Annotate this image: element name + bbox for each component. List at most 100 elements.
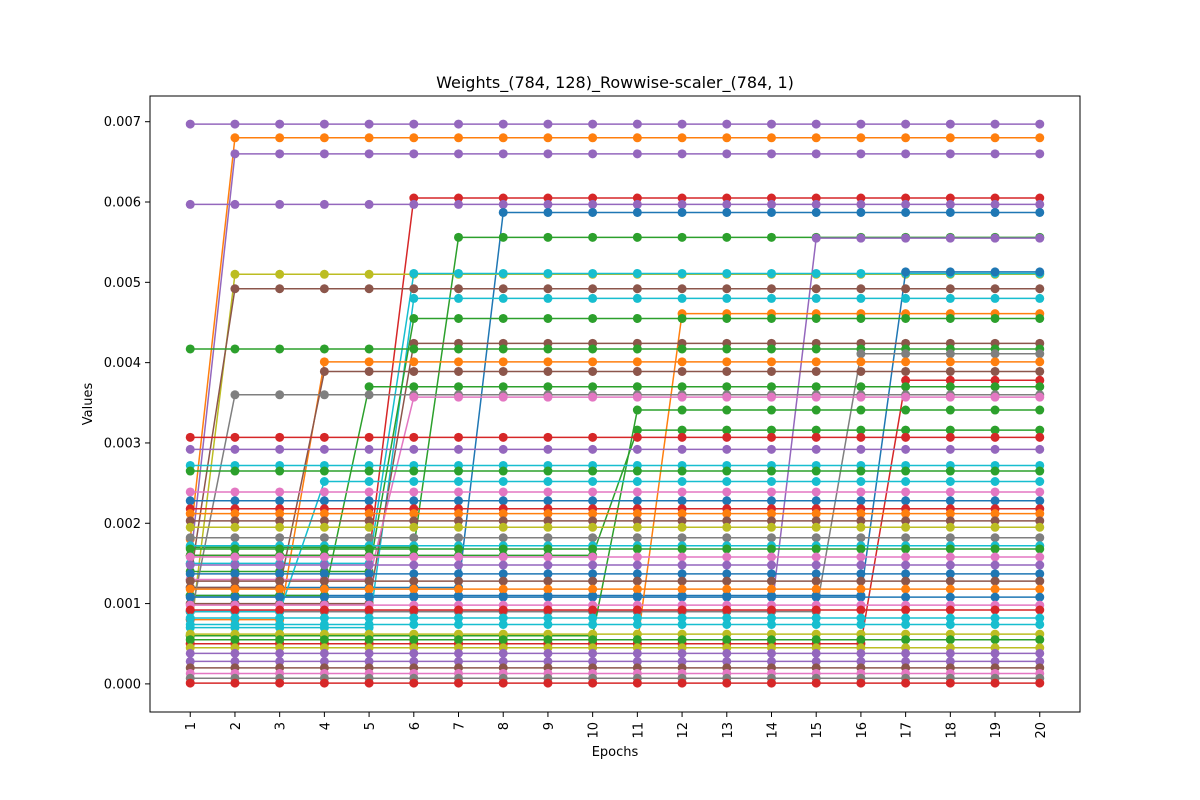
data-point — [543, 392, 553, 402]
data-point — [766, 207, 776, 217]
data-point — [945, 605, 955, 615]
data-point — [498, 533, 508, 543]
data-point — [543, 619, 553, 629]
data-point — [722, 444, 732, 454]
data-point — [588, 656, 598, 666]
data-point — [364, 592, 374, 602]
data-point — [230, 444, 240, 454]
data-point — [677, 605, 687, 615]
data-point — [945, 349, 955, 359]
data-point — [588, 678, 598, 688]
data-point — [990, 613, 1000, 623]
data-point — [811, 357, 821, 367]
data-point — [945, 425, 955, 435]
data-point — [588, 533, 598, 543]
data-point — [454, 313, 464, 323]
data-point — [498, 193, 508, 203]
data-point — [856, 233, 866, 243]
data-point — [588, 366, 598, 376]
data-point — [1035, 533, 1045, 543]
x-tick-label: 14 — [765, 722, 780, 739]
data-point — [498, 444, 508, 454]
data-point — [632, 293, 642, 303]
series-33 — [185, 496, 1045, 506]
data-point — [677, 284, 687, 294]
data-point — [543, 576, 553, 586]
data-point — [677, 522, 687, 532]
data-point — [364, 509, 374, 519]
series-line — [190, 396, 1040, 581]
data-point — [454, 635, 464, 645]
data-point — [1035, 552, 1045, 562]
data-point — [811, 432, 821, 442]
data-point — [588, 193, 598, 203]
data-point — [275, 199, 285, 209]
data-point — [230, 496, 240, 506]
series-line — [189, 394, 1040, 620]
data-point — [990, 648, 1000, 658]
series-layer — [185, 119, 1045, 688]
data-point — [945, 619, 955, 629]
data-point — [409, 119, 419, 129]
series-49 — [185, 613, 1045, 623]
data-point — [945, 119, 955, 129]
data-point — [856, 357, 866, 367]
data-point — [185, 487, 195, 497]
data-point — [230, 133, 240, 143]
data-point — [543, 678, 553, 688]
data-point — [498, 392, 508, 402]
data-point — [275, 516, 285, 526]
data-point — [856, 605, 866, 615]
data-point — [945, 533, 955, 543]
data-point — [677, 425, 687, 435]
data-point — [319, 466, 329, 476]
data-point — [543, 344, 553, 354]
data-point — [498, 584, 508, 594]
data-point — [1035, 648, 1045, 658]
data-point — [364, 576, 374, 586]
data-point — [632, 477, 642, 486]
data-point — [990, 560, 1000, 570]
data-point — [364, 533, 374, 543]
data-point — [856, 592, 866, 602]
series-30 — [185, 466, 1045, 476]
data-point — [588, 496, 598, 506]
series-59 — [185, 678, 1045, 688]
series-line — [190, 361, 1040, 621]
data-point — [185, 576, 195, 586]
data-point — [722, 293, 732, 303]
data-point — [901, 233, 911, 243]
data-point — [945, 678, 955, 688]
data-point — [588, 619, 598, 629]
data-point — [543, 613, 553, 623]
data-point — [811, 533, 821, 543]
data-point — [364, 382, 374, 392]
data-point — [230, 678, 240, 688]
x-tick-label: 4 — [318, 722, 333, 730]
data-point — [811, 477, 821, 486]
data-point — [498, 544, 508, 554]
data-point — [766, 232, 776, 242]
data-point — [901, 405, 911, 415]
data-point — [1035, 656, 1045, 666]
data-point — [319, 678, 329, 688]
data-point — [677, 466, 687, 476]
data-point — [454, 466, 464, 476]
data-point — [543, 584, 553, 594]
data-point — [990, 487, 1000, 497]
data-point — [856, 544, 866, 554]
data-point — [1035, 193, 1045, 203]
data-point — [1035, 432, 1045, 442]
data-point — [856, 392, 866, 402]
data-point — [766, 656, 776, 666]
data-point — [275, 544, 285, 554]
data-point — [275, 576, 285, 586]
data-point — [319, 269, 329, 279]
series-54 — [185, 648, 1045, 658]
data-point — [588, 584, 598, 594]
data-point — [677, 133, 687, 143]
data-point — [945, 466, 955, 476]
data-point — [185, 522, 195, 532]
data-point — [185, 496, 195, 506]
data-point — [901, 193, 911, 203]
